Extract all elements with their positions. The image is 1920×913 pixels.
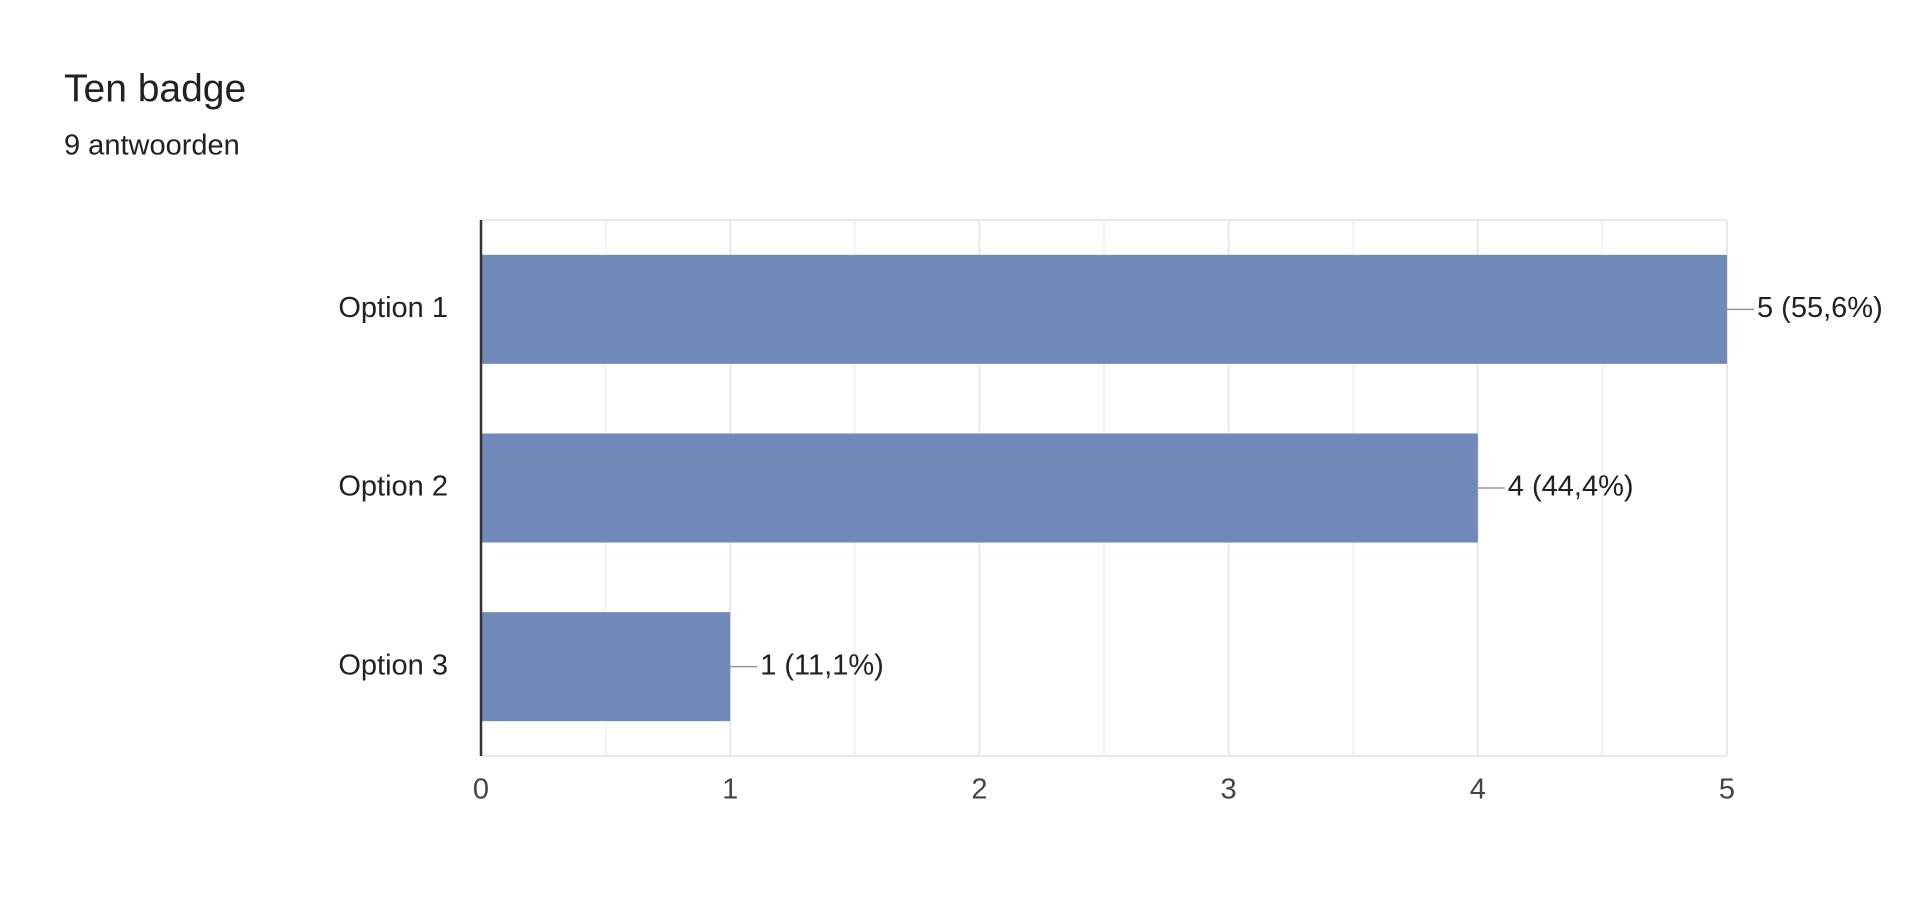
- value-label: 1 (11,1%): [760, 649, 884, 681]
- y-tick-label: Option 2: [338, 471, 448, 503]
- x-tick-label: 3: [1221, 774, 1237, 806]
- bar: [481, 612, 731, 722]
- value-label: 4 (44,4%): [1508, 471, 1634, 503]
- y-tick-label: Option 3: [338, 649, 448, 681]
- chart-title: Ten badge: [64, 67, 246, 110]
- bar: [481, 433, 1478, 543]
- value-label: 5 (55,6%): [1757, 292, 1883, 324]
- x-tick-label: 1: [722, 774, 738, 806]
- chart-subtitle: 9 antwoorden: [64, 130, 240, 162]
- x-tick-label: 4: [1470, 774, 1486, 806]
- x-tick-label: 0: [473, 774, 489, 806]
- x-tick-label: 2: [971, 774, 987, 806]
- x-tick-label: 5: [1719, 774, 1735, 806]
- bar: [481, 254, 1727, 364]
- y-tick-label: Option 1: [338, 292, 448, 324]
